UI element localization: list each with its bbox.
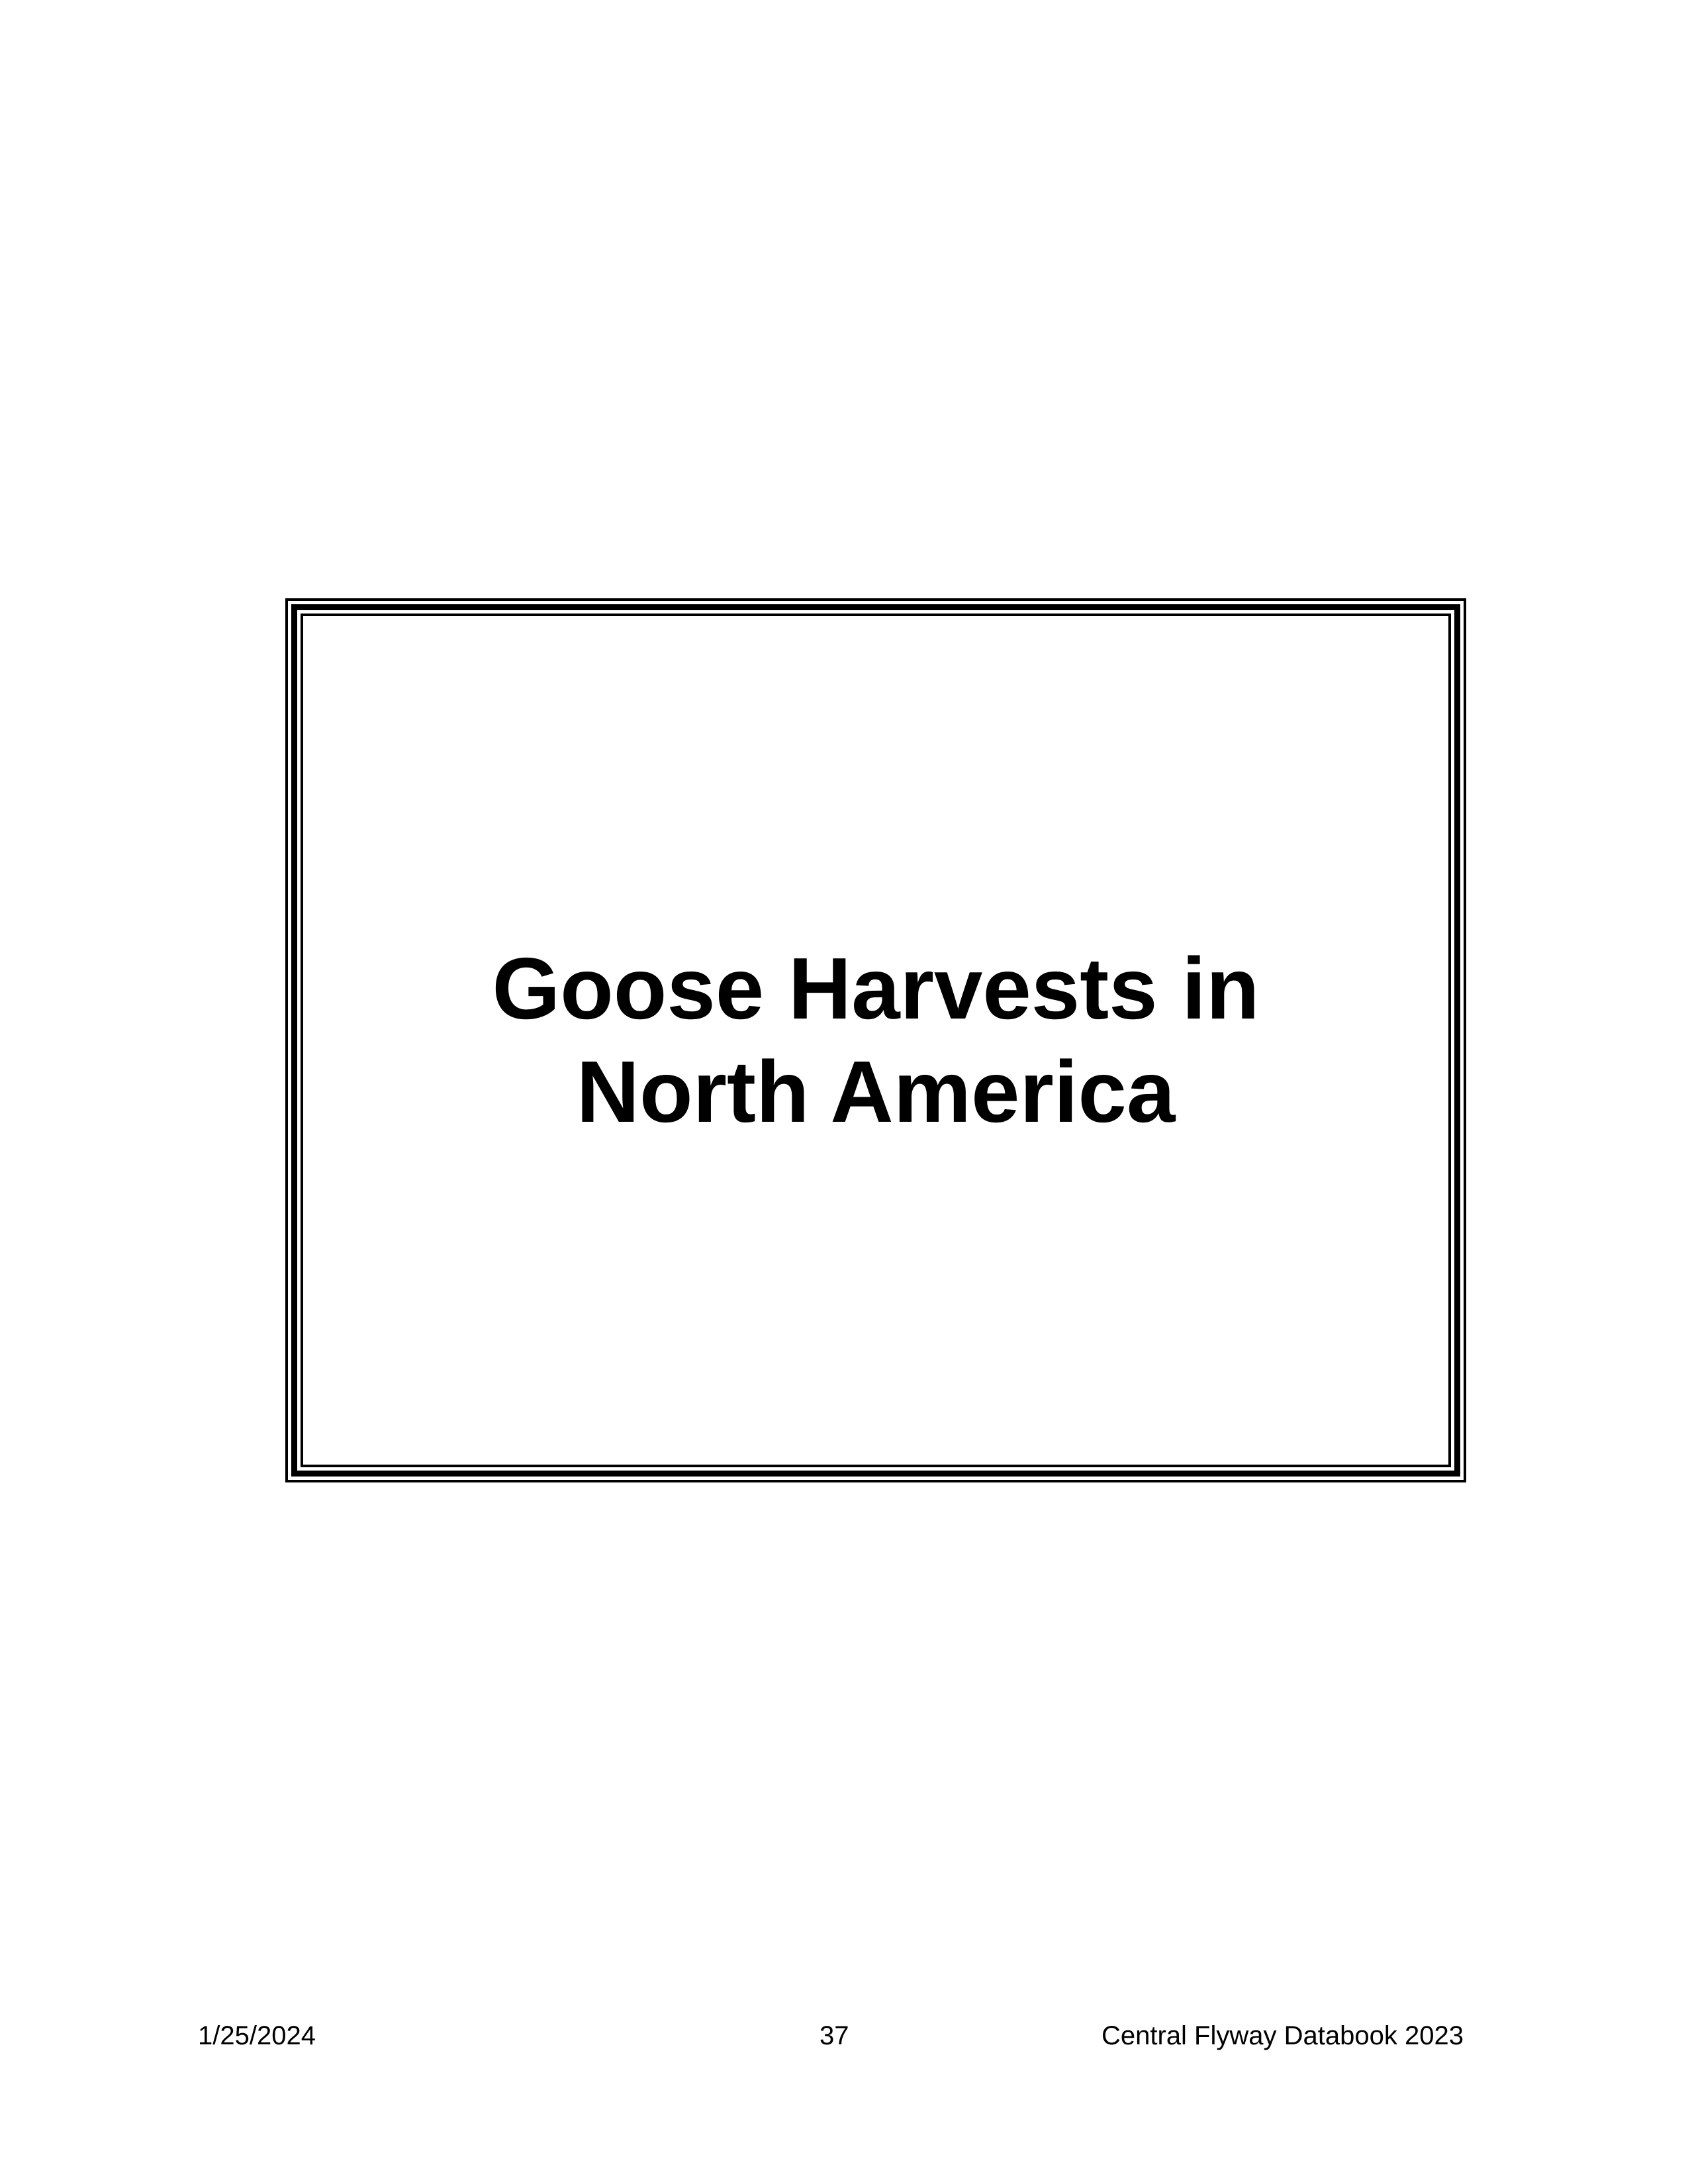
- section-title: Goose Harvests in North America: [303, 937, 1448, 1144]
- title-frame-middle-border: Goose Harvests in North America: [291, 604, 1460, 1477]
- title-frame: Goose Harvests in North America: [285, 598, 1466, 1482]
- footer-publication-title: Central Flyway Databook 2023: [1102, 2021, 1464, 2050]
- footer-date: 1/25/2024: [198, 2021, 316, 2050]
- footer-page-number: 37: [820, 2021, 849, 2050]
- title-frame-inner-border: Goose Harvests in North America: [301, 614, 1451, 1467]
- section-title-line-2: North America: [576, 1043, 1176, 1140]
- section-title-line-1: Goose Harvests in: [492, 940, 1260, 1037]
